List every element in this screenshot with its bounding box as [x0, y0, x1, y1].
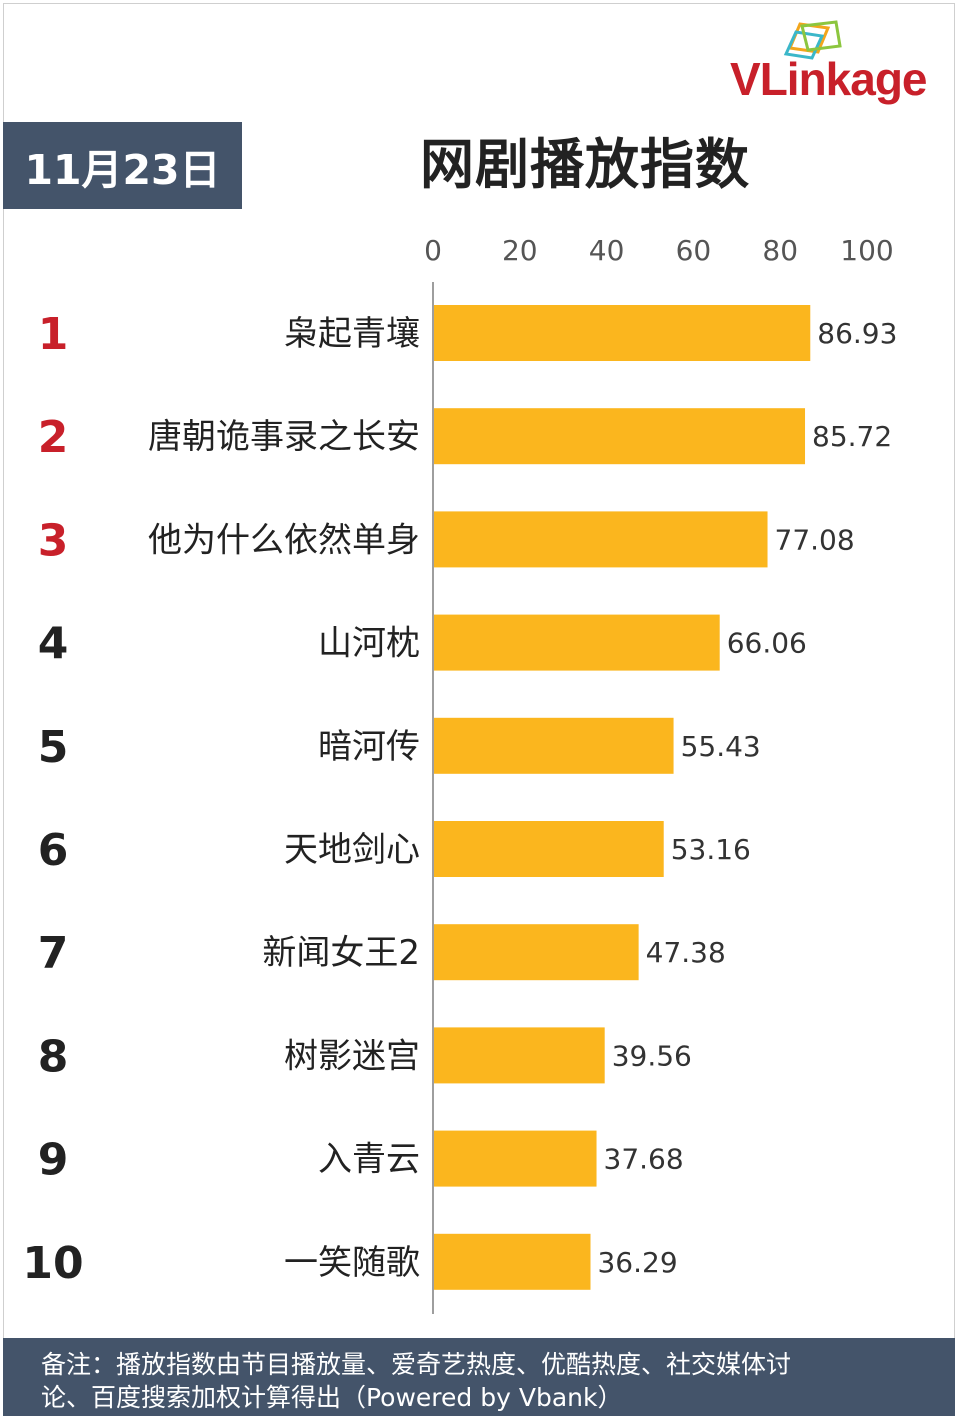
- category-label: 暗河传: [318, 727, 420, 767]
- rank-number: 8: [38, 1031, 69, 1082]
- bar: [434, 408, 806, 465]
- rank-number: 4: [38, 619, 69, 670]
- x-tick-label: 0: [424, 234, 442, 267]
- bar: [434, 305, 811, 361]
- bar: [434, 924, 639, 981]
- category-label: 一笑随歌: [284, 1243, 420, 1283]
- vlinkage-logo: VLinkage: [730, 18, 956, 106]
- footer-line-1: 备注：播放指数由节目播放量、爱奇艺热度、优酷热度、社交媒体讨: [41, 1350, 792, 1379]
- category-label: 他为什么依然单身: [148, 520, 420, 560]
- bar: [434, 614, 720, 671]
- bar: [434, 717, 674, 774]
- value-label: 53.16: [671, 833, 751, 866]
- rank-number: 6: [38, 825, 69, 876]
- logo-text-rest: Linkage: [759, 53, 928, 105]
- rank-number: 2: [38, 412, 69, 463]
- bar: [434, 1027, 605, 1084]
- logo-text: VLinkage: [730, 52, 928, 106]
- x-tick-label: 20: [502, 234, 538, 267]
- bar: [434, 511, 768, 568]
- x-tick-label: 100: [840, 234, 893, 267]
- x-tick-label: 40: [589, 234, 625, 267]
- category-label: 天地剑心: [284, 830, 420, 870]
- value-label: 77.08: [775, 523, 855, 556]
- value-label: 55.43: [681, 730, 761, 763]
- bar: [434, 821, 664, 877]
- x-tick-label: 80: [762, 234, 798, 267]
- x-tick-label: 60: [676, 234, 712, 267]
- chart-title: 网剧播放指数: [420, 133, 750, 196]
- rank-number: 3: [38, 515, 69, 566]
- logo-mark-icon: [783, 20, 842, 60]
- category-label: 唐朝诡事录之长安: [148, 417, 420, 457]
- bar: [434, 1233, 591, 1290]
- value-label: 86.93: [817, 317, 897, 350]
- category-label: 树影迷宫: [284, 1036, 420, 1076]
- category-label: 入青云: [318, 1140, 420, 1180]
- value-label: 36.29: [597, 1246, 677, 1279]
- value-label: 66.06: [727, 627, 807, 660]
- value-label: 85.72: [812, 420, 892, 453]
- rank-number: 7: [38, 928, 69, 979]
- category-label: 枭起青壤: [284, 314, 420, 354]
- footer-line-2: 论、百度搜索加权计算得出（Powered by Vbank）: [41, 1383, 623, 1412]
- rank-number: 1: [38, 309, 69, 360]
- category-label: 新闻女王2: [262, 933, 420, 973]
- value-label: 39.56: [612, 1039, 692, 1072]
- rank-number: 9: [38, 1135, 69, 1186]
- logo-text-v: V: [730, 53, 761, 105]
- rank-number: 5: [38, 722, 69, 773]
- footer-note: 备注：播放指数由节目播放量、爱奇艺热度、优酷热度、社交媒体讨 论、百度搜索加权计…: [3, 1338, 955, 1416]
- value-label: 47.38: [646, 936, 726, 969]
- category-label: 山河枕: [318, 624, 420, 664]
- value-label: 37.68: [604, 1143, 684, 1176]
- rank-number: 10: [22, 1238, 83, 1289]
- bar: [434, 1130, 597, 1187]
- date-badge: 11月23日: [3, 122, 242, 209]
